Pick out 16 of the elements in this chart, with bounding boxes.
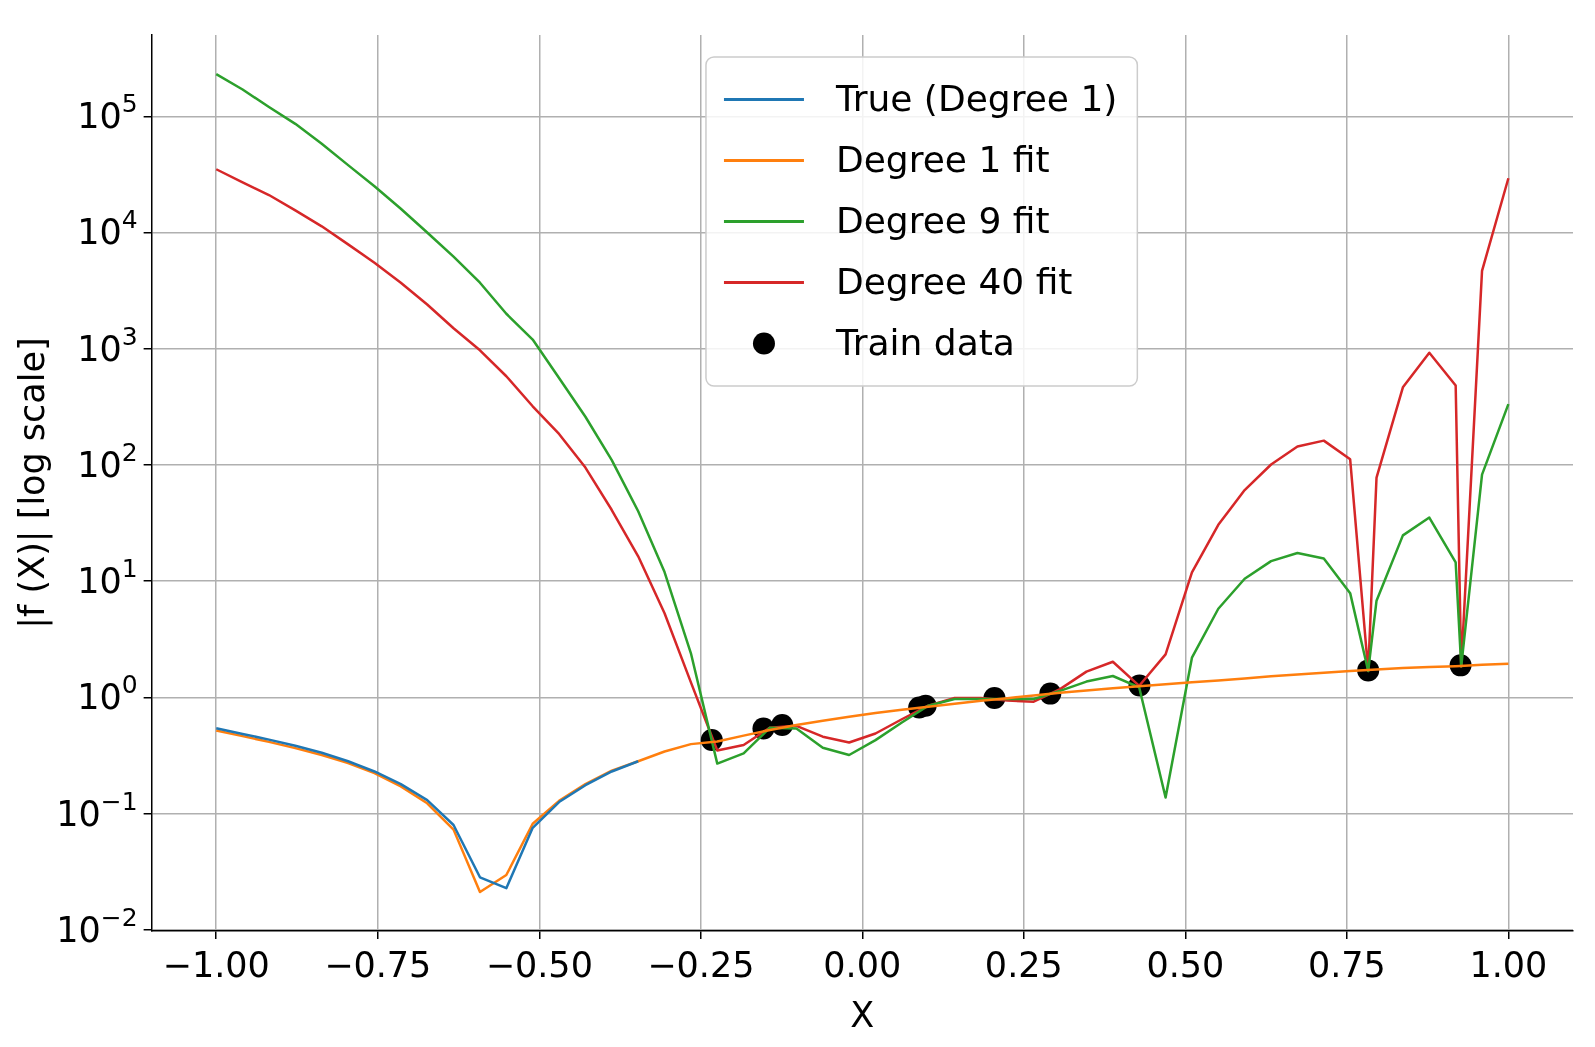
legend-label: Degree 1 fit [835,138,1050,180]
x-tick-label: −0.50 [485,945,593,986]
x-axis-title: X [850,995,875,1036]
x-tick-label: 1.00 [1469,945,1548,986]
x-tick-label: 0.50 [1146,945,1225,986]
x-tick-label: 0.00 [823,945,902,986]
x-tick-label: −0.75 [324,945,432,986]
y-axis-title: |f (X)| [log scale] [12,337,54,629]
x-tick-label: −1.00 [162,945,270,986]
legend-label: Train data [834,321,1015,363]
legend-label: Degree 40 fit [835,260,1073,302]
legend-label: True (Degree 1) [834,77,1118,119]
x-tick-label: 0.25 [984,945,1063,986]
x-tick-label: 0.75 [1307,945,1386,986]
x-tick-label: −0.25 [647,945,755,986]
legend-label: Degree 9 fit [835,199,1050,241]
